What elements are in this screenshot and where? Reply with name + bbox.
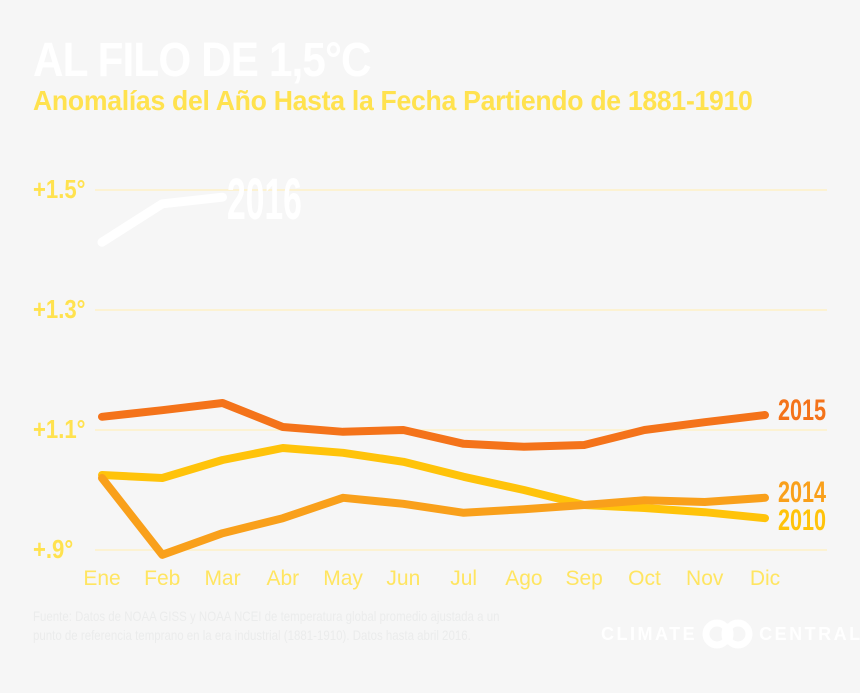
x-tick-label: Dic [749,567,781,590]
series-line-2015 [98,399,769,451]
y-tick-label: +1.5° [33,174,86,204]
x-tick-label: Sep [565,567,603,590]
x-tick-label: Oct [628,567,661,590]
source-note-line1: Fuente: Datos de NOAA GISS y NOAA NCEI d… [33,608,500,624]
y-tick-label: +1.1° [33,414,86,444]
logo-word-central: CENTRAL [759,623,860,644]
page-subtitle: Anomalías del Año Hasta la Fecha Partien… [33,85,753,116]
series-label-2016: 2016 [227,167,302,232]
x-tick-label: Abr [266,567,300,590]
x-tick-label: Ago [505,567,543,590]
y-tick-label: +.9° [33,534,74,564]
x-tick-label: Nov [686,567,724,590]
logo-word-climate: CLIMATE [601,623,698,644]
series-label-2014: 2014 [778,476,827,509]
climate-central-rings-icon [702,619,753,649]
source-note-line2: punto de referencia temprano en la era i… [33,627,471,643]
climate-central-logo: CLIMATE CENTRAL [601,616,860,652]
x-tick-label: Jun [386,567,421,590]
y-tick-label: +1.3° [33,294,86,324]
series-label-2015: 2015 [778,394,827,427]
source-note: Fuente: Datos de NOAA GISS y NOAA NCEI d… [33,607,602,645]
page-title: AL FILO DE 1,5°C [33,34,372,87]
series-label-2010: 2010 [778,504,827,537]
x-tick-label: May [323,567,363,590]
series-line-2016 [97,192,228,247]
x-tick-label: Ene [83,567,121,590]
x-tick-label: Jul [450,567,478,590]
series-line-2014 [98,474,769,559]
x-tick-label: Mar [204,567,241,590]
x-tick-label: Feb [144,567,181,590]
series-line-2010 [98,444,769,523]
